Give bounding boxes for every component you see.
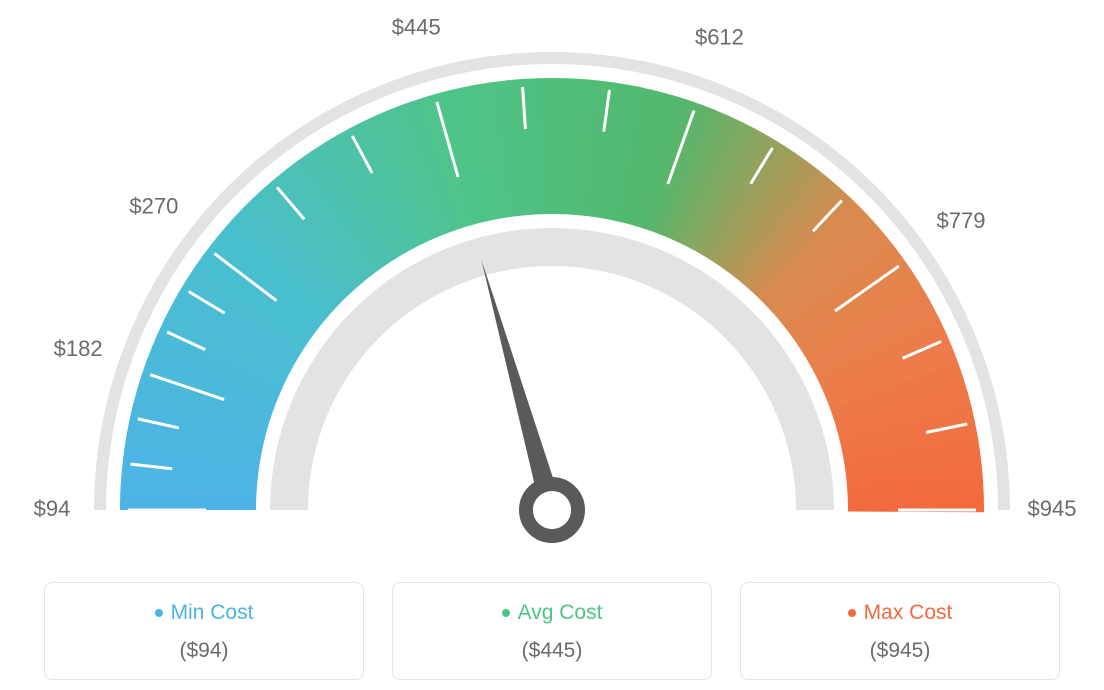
legend-dot-min xyxy=(155,609,163,617)
gauge-tick-label: $779 xyxy=(937,208,986,233)
legend-title-min: Min Cost xyxy=(155,601,254,625)
legend-label-max: Max Cost xyxy=(864,601,953,625)
legend-card-max: Max Cost ($945) xyxy=(740,582,1060,680)
legend-value-min: ($94) xyxy=(55,639,353,663)
gauge-needle-hub-inner xyxy=(533,491,571,529)
legend-row: Min Cost ($94) Avg Cost ($445) Max Cost … xyxy=(0,582,1104,680)
gauge-tick-label: $270 xyxy=(129,193,178,218)
legend-card-avg: Avg Cost ($445) xyxy=(392,582,712,680)
gauge-tick-label: $445 xyxy=(392,15,441,40)
gauge-container: $94 $182 $270 $445 $612 $779 $945 xyxy=(0,0,1104,560)
gauge-tick-label: $94 xyxy=(34,496,71,521)
gauge-tick-label: $945 xyxy=(1028,496,1077,521)
gauge-tick-label: $612 xyxy=(695,25,744,50)
legend-title-avg: Avg Cost xyxy=(502,601,603,625)
legend-title-max: Max Cost xyxy=(848,601,953,625)
gauge-needle xyxy=(481,260,562,513)
legend-value-avg: ($445) xyxy=(403,639,701,663)
legend-dot-max xyxy=(848,609,856,617)
gauge-tick-label: $182 xyxy=(54,336,103,361)
legend-dot-avg xyxy=(502,609,510,617)
legend-value-max: ($945) xyxy=(751,639,1049,663)
legend-label-avg: Avg Cost xyxy=(518,601,603,625)
legend-card-min: Min Cost ($94) xyxy=(44,582,364,680)
gauge-svg: $94 $182 $270 $445 $612 $779 $945 xyxy=(0,0,1104,560)
legend-label-min: Min Cost xyxy=(171,601,254,625)
